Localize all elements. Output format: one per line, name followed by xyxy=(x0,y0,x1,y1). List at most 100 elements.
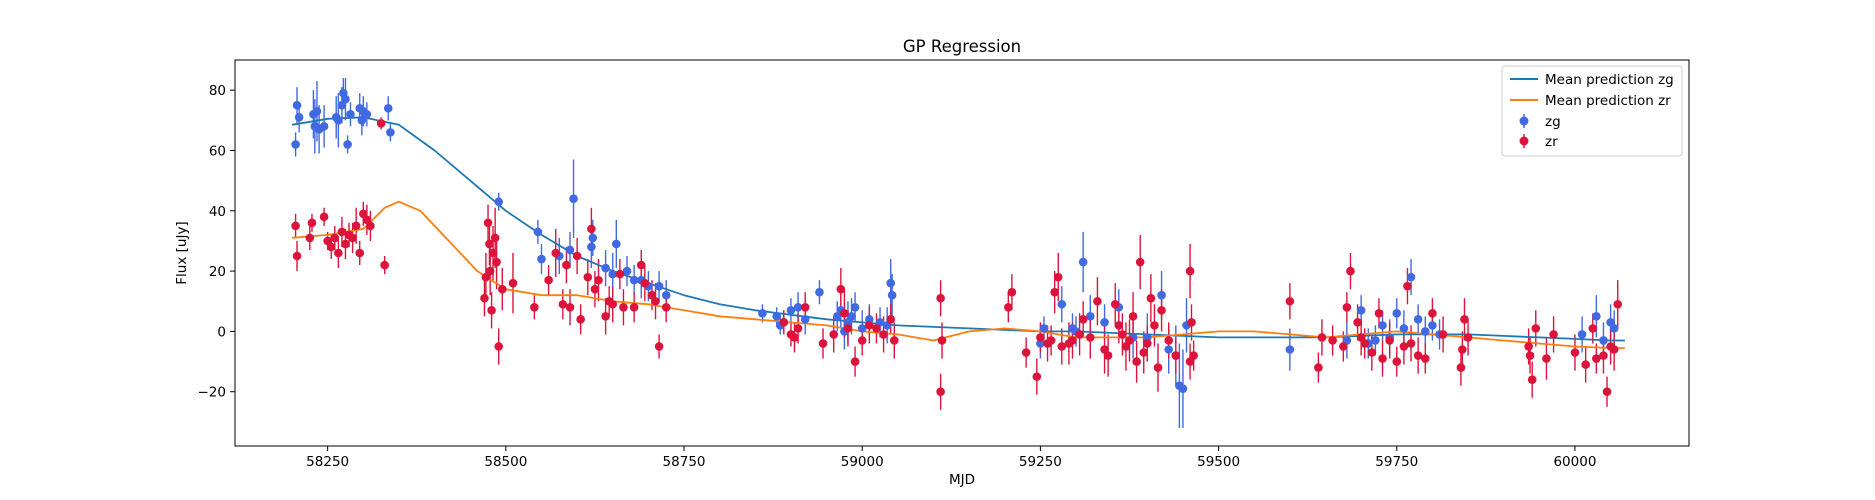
data-point-zr xyxy=(1139,348,1149,357)
data-point-zr xyxy=(1339,342,1348,351)
data-point-zr xyxy=(326,242,336,252)
data-point-zr xyxy=(497,284,507,294)
data-point-zr xyxy=(640,278,650,288)
data-point-zr xyxy=(565,302,575,312)
data-point-zg xyxy=(1178,384,1188,394)
legend-label-zr: zr xyxy=(1545,134,1558,150)
data-point-zr xyxy=(366,221,375,231)
data-point-zr xyxy=(1460,315,1469,324)
y-tick-label: 40 xyxy=(209,204,226,220)
data-point-zg xyxy=(319,122,329,131)
data-point-zr xyxy=(1438,330,1448,339)
data-point-zr xyxy=(1085,333,1095,342)
data-point-zg xyxy=(334,116,343,125)
data-point-zr xyxy=(1187,318,1196,327)
data-point-zr xyxy=(1153,363,1163,372)
data-point-zg xyxy=(346,109,355,119)
data-point-zg xyxy=(608,269,618,279)
data-point-zr xyxy=(1285,296,1295,306)
data-point-zr xyxy=(1581,360,1590,369)
data-point-zr xyxy=(508,278,518,288)
data-point-zr xyxy=(485,239,494,249)
data-point-zg xyxy=(601,263,610,273)
data-point-zr xyxy=(840,309,849,318)
data-point-zg xyxy=(1057,299,1067,309)
data-point-zr xyxy=(594,275,603,285)
data-point-zg xyxy=(1371,336,1380,345)
data-point-zg xyxy=(865,315,874,324)
data-point-zr xyxy=(587,224,596,234)
data-point-zr xyxy=(1403,281,1412,291)
data-point-zr xyxy=(615,269,625,279)
data-point-zg xyxy=(758,309,767,318)
data-point-zr xyxy=(1527,375,1537,384)
data-point-zr xyxy=(1171,351,1181,360)
data-point-zg xyxy=(1406,272,1416,282)
data-point-zr xyxy=(351,221,361,231)
data-point-zr xyxy=(1314,363,1323,372)
data-point-zr xyxy=(619,302,628,312)
data-point-zr xyxy=(341,239,350,249)
data-point-zr xyxy=(889,336,899,345)
data-point-zr xyxy=(1392,357,1402,366)
data-point-zr xyxy=(1132,357,1141,366)
data-point-zr xyxy=(1549,330,1558,339)
x-axis-label: MJD xyxy=(949,472,975,488)
data-point-zg xyxy=(294,112,304,122)
data-point-zr xyxy=(1570,348,1580,357)
y-axis-label: Flux [uJy] xyxy=(174,221,190,284)
legend-box xyxy=(1501,65,1683,157)
data-point-zg xyxy=(1085,312,1095,321)
data-point-zr xyxy=(1185,266,1195,276)
data-point-zg xyxy=(587,242,596,252)
data-point-zr xyxy=(307,218,317,228)
data-point-zr xyxy=(1599,351,1608,360)
data-point-zg xyxy=(654,281,664,291)
data-point-zr xyxy=(793,324,803,333)
y-axis-ticks: −20 0 20 40 60 80 xyxy=(198,83,235,401)
data-point-zr xyxy=(492,257,501,267)
data-point-zr xyxy=(1360,339,1370,348)
data-point-zg xyxy=(1392,309,1402,318)
data-point-zr xyxy=(1542,354,1551,363)
data-point-zr xyxy=(1524,342,1533,351)
y-tick-label: 0 xyxy=(217,324,226,340)
data-point-zr xyxy=(608,299,618,309)
data-point-zg xyxy=(857,324,867,333)
data-point-zr xyxy=(1378,354,1387,363)
x-tick-label: 59750 xyxy=(1375,454,1418,470)
data-point-zr xyxy=(629,302,639,312)
data-point-zr xyxy=(355,248,365,258)
axes-frame xyxy=(234,59,1690,447)
data-point-zr xyxy=(790,333,799,342)
data-point-zr xyxy=(857,336,867,345)
legend: Mean prediction zg Mean prediction zr zg… xyxy=(1501,65,1683,157)
data-point-zg xyxy=(1592,312,1601,321)
x-tick-label: 60000 xyxy=(1553,454,1596,470)
data-point-zr xyxy=(800,302,810,312)
data-point-zr xyxy=(480,293,489,303)
data-point-zg xyxy=(1577,330,1587,339)
data-point-zr xyxy=(850,357,860,366)
data-point-zg xyxy=(494,197,504,207)
data-point-zr xyxy=(779,318,789,327)
y-tick-label: 60 xyxy=(209,143,226,159)
data-point-zg xyxy=(772,312,781,321)
data-point-zg xyxy=(1599,336,1608,345)
data-point-zr xyxy=(1367,348,1377,357)
data-point-zr xyxy=(818,339,828,348)
legend-label-zg-line: Mean prediction zg xyxy=(1545,72,1674,88)
data-point-zg xyxy=(800,315,810,324)
data-point-zr xyxy=(1346,266,1355,276)
data-point-zr xyxy=(1531,324,1541,333)
data-point-zg xyxy=(629,275,639,285)
data-point-zr xyxy=(1057,342,1067,351)
data-point-zg xyxy=(661,290,671,300)
data-point-zr xyxy=(1406,339,1416,348)
data-point-zr xyxy=(1164,336,1173,345)
data-point-zg xyxy=(815,287,824,297)
data-point-zr xyxy=(483,218,493,228)
data-point-zr xyxy=(936,293,945,303)
data-point-zg xyxy=(850,302,860,312)
